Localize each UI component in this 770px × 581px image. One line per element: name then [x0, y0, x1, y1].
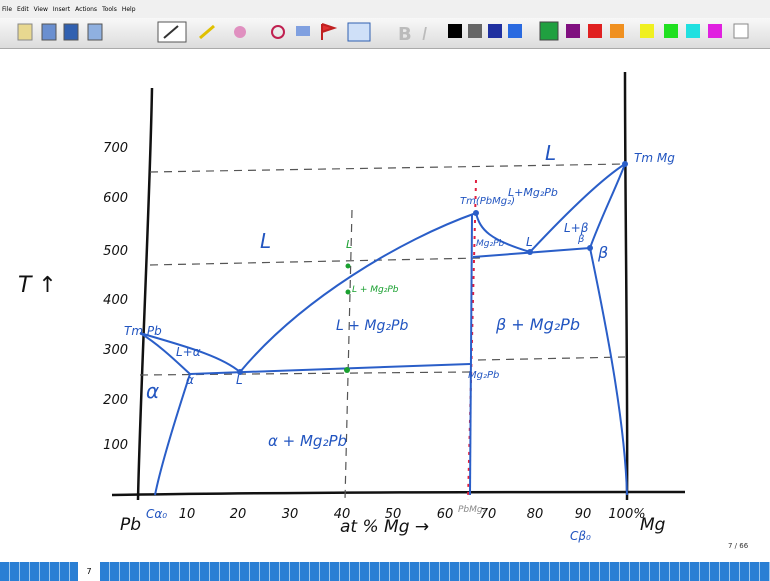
- y-tick-label: 700: [103, 141, 128, 156]
- color-swatch[interactable]: [488, 24, 502, 38]
- region-label: Tm Pb: [124, 324, 162, 338]
- color-swatch[interactable]: [468, 24, 482, 38]
- color-swatch[interactable]: [566, 24, 580, 38]
- color-swatch[interactable]: [664, 24, 678, 38]
- menu-item[interactable]: Tools: [102, 6, 117, 13]
- y-tick-label: 200: [103, 393, 128, 408]
- region-label: L+Mg₂Pb: [508, 186, 558, 199]
- x-tick-label: 10: [179, 507, 196, 522]
- y-tick-label: 600: [103, 191, 128, 206]
- region-label: β: [597, 243, 608, 262]
- region-label: α + Mg₂Pb: [268, 432, 347, 450]
- y-tick-label: 100: [103, 438, 128, 453]
- menu-item[interactable]: Help: [122, 6, 136, 13]
- right-axis: [625, 72, 627, 500]
- y-axis: [138, 88, 152, 500]
- region-label: L+α: [176, 345, 201, 359]
- x-end-label: Mg: [640, 515, 666, 535]
- toolbar-icons: B I: [0, 18, 770, 48]
- highlighter-tool[interactable]: [200, 26, 214, 38]
- region-label: L: [545, 141, 556, 165]
- phase-points: [237, 161, 628, 375]
- x-axis: [112, 492, 685, 495]
- color-swatch[interactable]: [610, 24, 624, 38]
- region-label: L: [346, 238, 352, 251]
- region-label: L: [526, 235, 533, 249]
- color-swatch[interactable]: [540, 22, 558, 40]
- region-label: β + Mg₂Pb: [495, 315, 580, 334]
- tool-icon[interactable]: [18, 24, 32, 40]
- tool-icon[interactable]: [64, 24, 78, 40]
- y-tick-label: 500: [103, 244, 128, 259]
- region-label: α: [186, 373, 194, 387]
- region-label: Cα₀: [146, 507, 167, 521]
- toolbar: B I: [0, 18, 770, 49]
- region-label: Mg₂Pb: [468, 370, 499, 381]
- tool-icon[interactable]: [42, 24, 56, 40]
- menu-item[interactable]: View: [34, 6, 48, 13]
- region-label: L + Mg₂Pb: [352, 285, 399, 295]
- current-tab[interactable]: 7: [78, 562, 100, 581]
- region-label: L+β: [564, 221, 589, 235]
- x-tick-label: 90: [575, 507, 592, 522]
- menu-item[interactable]: File: [2, 6, 12, 13]
- x-end-label: Pb: [120, 515, 141, 535]
- color-swatch[interactable]: [686, 24, 700, 38]
- x-tick-label: 30: [282, 507, 299, 522]
- x-tick-label: 80: [527, 507, 544, 522]
- tool-icon[interactable]: [296, 26, 310, 36]
- menu-item[interactable]: Insert: [53, 6, 70, 13]
- menu-item[interactable]: Actions: [75, 6, 97, 13]
- region-label: Cβ₀: [570, 529, 591, 543]
- tool-icon[interactable]: [88, 24, 102, 40]
- y-axis-label: T ↑: [18, 273, 57, 298]
- color-swatch[interactable]: [448, 24, 462, 38]
- color-swatch[interactable]: [708, 24, 722, 38]
- color-swatch[interactable]: [734, 24, 748, 38]
- page-tabs: 7: [0, 562, 770, 581]
- region-label: β: [577, 234, 585, 245]
- color-palette: [448, 22, 748, 40]
- region-label: L: [236, 373, 243, 387]
- eraser-tool[interactable]: [234, 26, 246, 38]
- x-tick-label: 60: [437, 507, 454, 522]
- color-swatch[interactable]: [508, 24, 522, 38]
- app-window: File Edit View Insert Actions Tools Help B I: [0, 0, 770, 581]
- x-axis-label: at % Mg →: [340, 517, 429, 537]
- region-label: L + Mg₂Pb: [336, 318, 408, 334]
- menu-bar: File Edit View Insert Actions Tools Help: [0, 0, 770, 18]
- italic-button[interactable]: I: [422, 24, 427, 45]
- tool-icon[interactable]: [348, 23, 370, 41]
- bold-button[interactable]: B: [398, 24, 412, 45]
- region-label: α: [146, 379, 159, 403]
- region-label: L: [260, 229, 271, 253]
- lasso-tool[interactable]: [272, 26, 284, 38]
- flag-tool[interactable]: [322, 24, 334, 40]
- region-label: PbMg₂: [458, 505, 487, 515]
- region-label: Tm(PbMg₂): [460, 196, 515, 207]
- color-swatch[interactable]: [640, 24, 654, 38]
- menu-item[interactable]: Edit: [17, 6, 29, 13]
- x-tick-label: 20: [230, 507, 247, 522]
- color-swatch[interactable]: [588, 24, 602, 38]
- page-indicator: 7 / 66: [728, 542, 748, 550]
- region-label: Mg₂Pb: [476, 239, 505, 249]
- y-tick-label: 400: [103, 293, 128, 308]
- y-tick-label: 300: [103, 343, 128, 358]
- region-label: Tm Mg: [634, 151, 675, 165]
